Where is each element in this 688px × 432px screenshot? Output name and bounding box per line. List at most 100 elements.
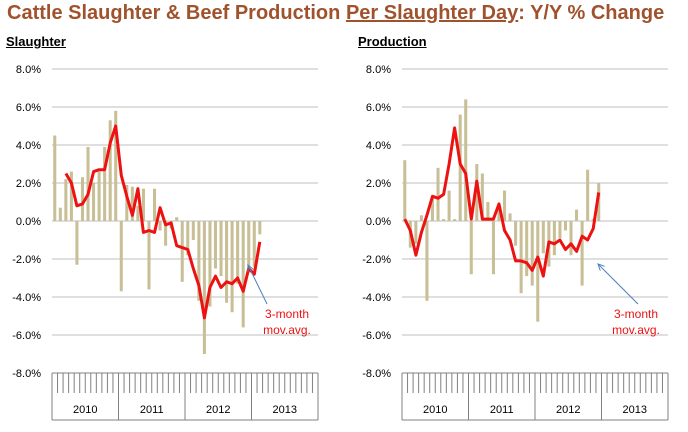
bar xyxy=(69,171,73,221)
bar xyxy=(75,221,79,265)
bar xyxy=(497,203,501,221)
x-year-label: 2013 xyxy=(623,404,647,416)
bar xyxy=(53,135,57,221)
bar xyxy=(136,205,140,221)
bar xyxy=(230,221,234,313)
x-year-label: 2012 xyxy=(556,404,580,416)
bar xyxy=(464,99,468,221)
chart-panel-0: 8.0% 6.0% 4.0% 2.0% 0.0% -2.0% -4.0% -6.0% -8.0%… xyxy=(12,64,319,421)
y-tick-label: 4.0% xyxy=(366,140,391,152)
moving-average-line xyxy=(403,126,601,278)
bar xyxy=(97,171,101,221)
bar xyxy=(180,221,184,282)
y-tick-label: -6.0% xyxy=(362,330,391,342)
moving-average-line xyxy=(64,124,262,320)
bar xyxy=(158,221,162,231)
bar xyxy=(114,110,118,221)
x-year-label: 2011 xyxy=(490,404,514,416)
bar xyxy=(125,184,129,221)
bar xyxy=(419,215,423,221)
bar xyxy=(58,207,62,221)
bar xyxy=(86,146,90,221)
bar xyxy=(241,221,245,328)
title-part-2: Per Slaughter Day xyxy=(345,2,519,24)
x-year-label: 2010 xyxy=(73,404,97,416)
bar xyxy=(403,160,407,221)
y-tick-label: -8.0% xyxy=(362,368,391,380)
y-tick-label: 0.0% xyxy=(366,216,391,228)
chart-panel-1: 8.0% 6.0% 4.0% 2.0% 0.0% -2.0% -4.0% -6.0% -8.0%… xyxy=(362,64,669,421)
bar xyxy=(475,164,479,221)
bar xyxy=(197,221,201,301)
y-tick-label: -2.0% xyxy=(362,254,391,266)
bar xyxy=(480,173,484,221)
annotation-arrowhead xyxy=(247,263,254,273)
bar xyxy=(453,219,457,221)
annotation-line-2: mov.avg. xyxy=(263,323,311,337)
bar xyxy=(563,221,568,231)
bar xyxy=(469,221,473,275)
bar xyxy=(152,188,157,221)
bar xyxy=(430,196,435,221)
bar xyxy=(552,221,556,256)
bar xyxy=(414,221,418,244)
bar xyxy=(147,221,151,290)
bar xyxy=(569,221,573,256)
y-tick-label: 0.0% xyxy=(16,216,41,228)
y-tick-label: 2.0% xyxy=(366,178,391,190)
bar xyxy=(247,221,251,273)
bar xyxy=(530,221,534,286)
annotation-arrowhead xyxy=(597,263,605,271)
y-tick-label: -6.0% xyxy=(12,330,41,342)
bar xyxy=(103,146,107,221)
bar xyxy=(486,202,490,221)
bar xyxy=(458,114,462,221)
bar xyxy=(119,221,123,292)
bar xyxy=(447,190,451,221)
bar xyxy=(175,217,179,221)
annotation-line-2: mov.avg. xyxy=(612,323,660,337)
x-year-label: 2012 xyxy=(206,404,230,416)
bar xyxy=(580,221,584,286)
chart-title: Cattle Slaughter & Beef Production Per S… xyxy=(7,2,664,25)
y-tick-label: 4.0% xyxy=(16,140,41,152)
production-panel-title: Production xyxy=(358,34,427,49)
bar xyxy=(258,221,262,235)
bar xyxy=(186,221,190,256)
y-tick-label: -4.0% xyxy=(12,292,41,304)
y-tick-label: 8.0% xyxy=(366,64,391,76)
bar xyxy=(525,221,529,277)
bar xyxy=(519,221,523,294)
y-tick-label: -2.0% xyxy=(12,254,41,266)
bar xyxy=(225,221,229,303)
bar xyxy=(502,190,507,221)
x-year-label: 2011 xyxy=(140,404,164,416)
annotation-arrow xyxy=(247,264,268,305)
x-year-label: 2010 xyxy=(423,404,447,416)
bar xyxy=(514,221,518,246)
bar xyxy=(64,179,68,221)
bar xyxy=(508,213,512,221)
bar xyxy=(208,221,212,307)
bar xyxy=(108,120,112,221)
bar xyxy=(191,221,195,240)
bar xyxy=(536,221,540,322)
y-tick-label: 6.0% xyxy=(366,102,391,114)
bar xyxy=(425,221,429,301)
annotation-line-1: 3-month xyxy=(265,307,309,321)
bar xyxy=(130,186,134,221)
bar xyxy=(491,221,495,275)
bar xyxy=(442,219,446,221)
bar xyxy=(141,188,145,221)
bar xyxy=(575,209,579,221)
y-tick-label: -4.0% xyxy=(362,292,391,304)
bar xyxy=(92,183,96,221)
y-tick-label: 2.0% xyxy=(16,178,41,190)
bar xyxy=(164,221,168,246)
bar xyxy=(80,177,85,221)
bar xyxy=(252,221,256,267)
bar xyxy=(586,169,590,221)
bar xyxy=(236,221,240,284)
annotation-arrow xyxy=(597,263,639,305)
